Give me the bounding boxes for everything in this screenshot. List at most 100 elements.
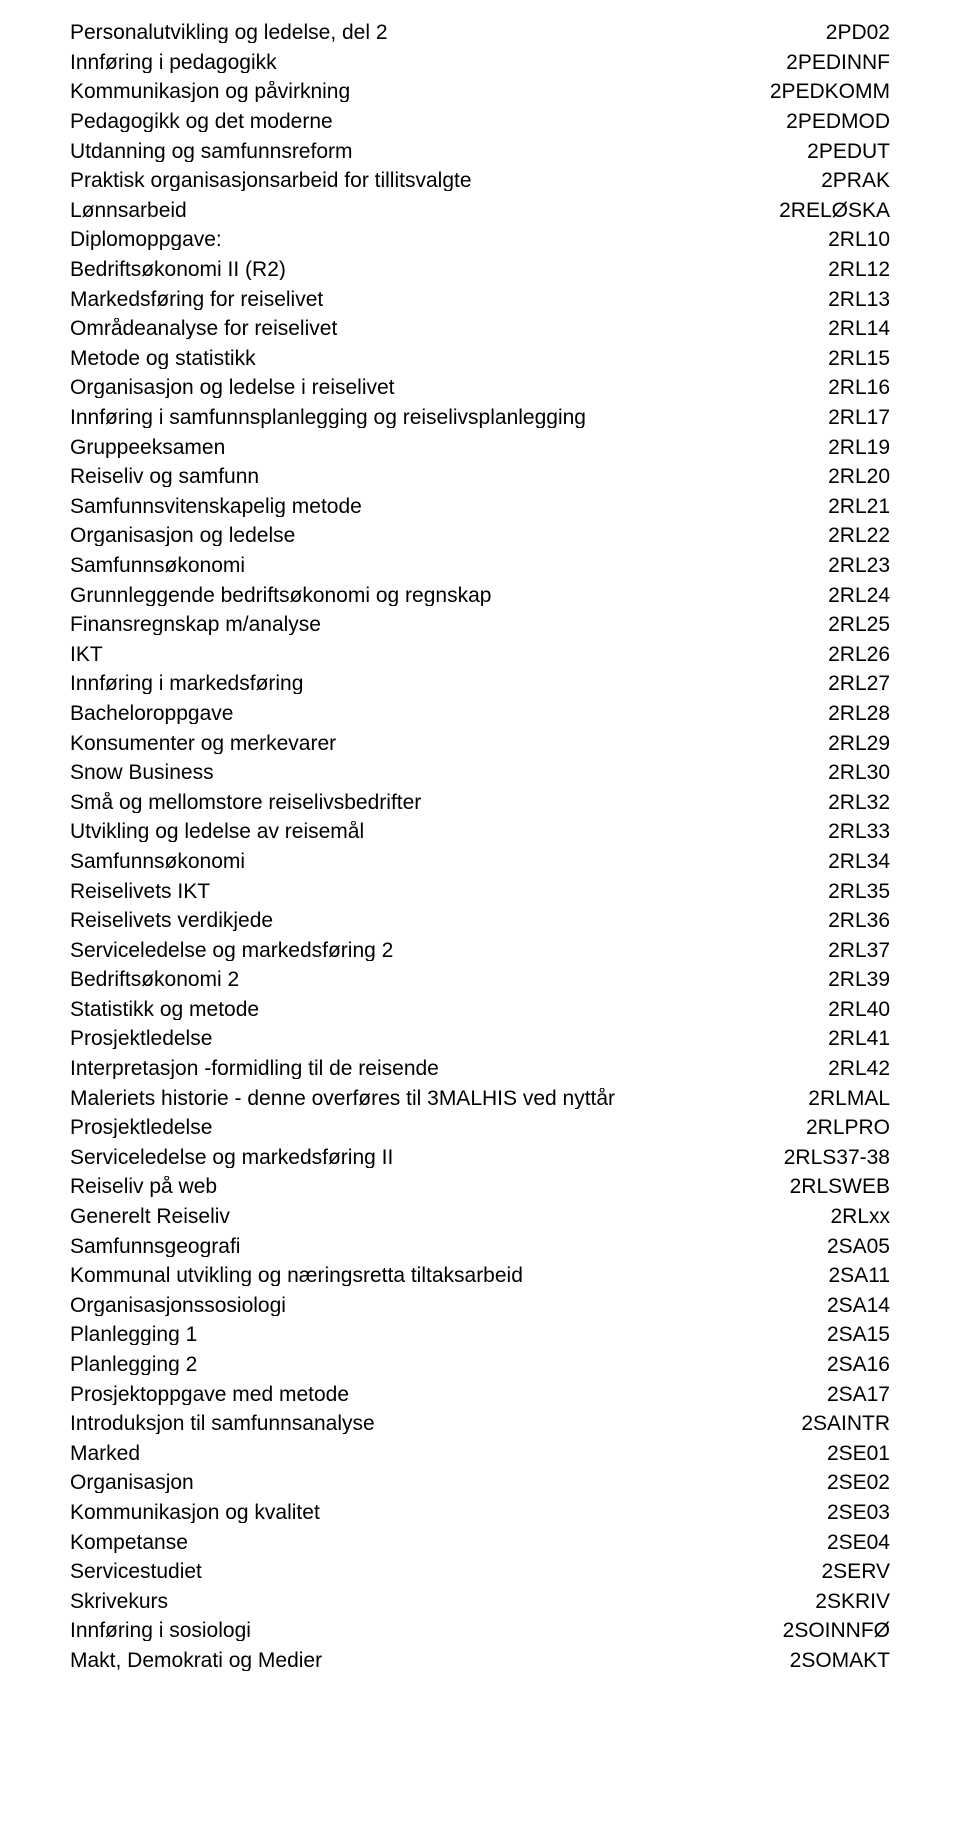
- course-row: Gruppeeksamen 2RL19: [70, 432, 890, 462]
- course-code: 2RL19: [816, 437, 890, 458]
- course-row: Små og mellomstore reiselivsbedrifter 2RL…: [70, 787, 890, 817]
- course-name: Lønnsarbeid: [70, 200, 187, 221]
- course-name: Organisasjon: [70, 1472, 194, 1493]
- course-name: Innføring i sosiologi: [70, 1620, 251, 1641]
- course-name: Samfunnsøkonomi: [70, 851, 245, 872]
- course-row: Finansregnskap m/analyse 2RL25: [70, 610, 890, 640]
- course-row: Planlegging 22SA16: [70, 1350, 890, 1380]
- course-code: 2SE02: [815, 1472, 890, 1493]
- course-name: Finansregnskap m/analyse: [70, 614, 321, 635]
- course-row: Pedagogikk og det moderne2PEDMOD: [70, 107, 890, 137]
- course-name: Samfunnsøkonomi: [70, 555, 245, 576]
- course-name: Praktisk organisasjonsarbeid for tillits…: [70, 170, 472, 191]
- course-row: Servicestudiet2SERV: [70, 1557, 890, 1587]
- course-code: 2RL17: [816, 407, 890, 428]
- course-code: 2SA16: [815, 1354, 890, 1375]
- course-code: 2RL33: [816, 821, 890, 842]
- course-name: Generelt Reiseliv: [70, 1206, 230, 1227]
- course-name: Reiselivets IKT: [70, 881, 210, 902]
- course-row: Prosjektledelse2RLPRO: [70, 1113, 890, 1143]
- course-code: 2PEDMOD: [774, 111, 890, 132]
- course-code: 2SA15: [815, 1324, 890, 1345]
- course-name: Skrivekurs: [70, 1591, 168, 1612]
- course-name: Reiseliv og samfunn: [70, 466, 259, 487]
- course-code: 2RLPRO: [794, 1117, 890, 1138]
- course-name: Diplomoppgave:: [70, 229, 222, 250]
- course-code: 2RL41: [816, 1028, 890, 1049]
- course-code: 2RL23: [816, 555, 890, 576]
- course-name: Samfunnsgeografi: [70, 1236, 240, 1257]
- course-code: 2SE04: [815, 1532, 890, 1553]
- course-name: Serviceledelse og markedsføring 2: [70, 940, 393, 961]
- course-code: 2RL16: [816, 377, 890, 398]
- course-code: 2RL21: [816, 496, 890, 517]
- course-name: Utvikling og ledelse av reisemål: [70, 821, 364, 842]
- course-code: 2PEDKOMM: [758, 81, 890, 102]
- course-row: Samfunnsøkonomi 2RL34: [70, 847, 890, 877]
- course-row: Utdanning og samfunnsreform2PEDUT: [70, 136, 890, 166]
- course-code: 2SERV: [810, 1561, 891, 1582]
- course-row: Områdeanalyse for reiselivet2RL14: [70, 314, 890, 344]
- course-code: 2RL42: [816, 1058, 890, 1079]
- course-code: 2PEDUT: [795, 141, 890, 162]
- course-name: Kommunikasjon og kvalitet: [70, 1502, 320, 1523]
- course-name: Gruppeeksamen: [70, 437, 225, 458]
- course-name: Markedsføring for reiselivet: [70, 289, 323, 310]
- course-name: Serviceledelse og markedsføring II: [70, 1147, 393, 1168]
- course-name: Innføring i pedagogikk: [70, 52, 277, 73]
- course-code: 2RL27: [816, 673, 890, 694]
- course-code: 2RLxx: [818, 1206, 890, 1227]
- course-name: Bedriftsøkonomi 2: [70, 969, 239, 990]
- course-row: Utvikling og ledelse av reisemål 2RL33: [70, 817, 890, 847]
- course-name: Små og mellomstore reiselivsbedrifter: [70, 792, 421, 813]
- course-row: Kompetanse2SE04: [70, 1527, 890, 1557]
- course-row: Planlegging 1 2SA15: [70, 1320, 890, 1350]
- course-row: Reiseliv på web2RLSWEB: [70, 1172, 890, 1202]
- course-row: Organisasjon og ledelse i reiselivet2RL1…: [70, 373, 890, 403]
- course-row: Maleriets historie - denne overføres til…: [70, 1083, 890, 1113]
- course-code: 2RL29: [816, 733, 890, 754]
- course-name: Planlegging 1: [70, 1324, 197, 1345]
- course-code: 2SA11: [817, 1265, 891, 1286]
- course-code: 2SOMAKT: [778, 1650, 890, 1671]
- course-code: 2SKRIV: [803, 1591, 890, 1612]
- course-code: 2RL34: [816, 851, 890, 872]
- course-list: Personalutvikling og ledelse, del 22PD02…: [70, 18, 890, 1675]
- course-code: 2PEDINNF: [774, 52, 890, 73]
- course-code: 2SE01: [815, 1443, 890, 1464]
- course-code: 2RL26: [816, 644, 890, 665]
- course-row: Reiselivets verdikjede2RL36: [70, 906, 890, 936]
- course-name: Organisasjon og ledelse: [70, 525, 295, 546]
- course-row: Organisasjon 2SE02: [70, 1468, 890, 1498]
- course-code: 2PRAK: [809, 170, 890, 191]
- course-row: Innføring i samfunnsplanlegging og reise…: [70, 403, 890, 433]
- course-row: Statistikk og metode2RL40: [70, 995, 890, 1025]
- course-code: 2RL36: [816, 910, 890, 931]
- course-code: 2RL40: [816, 999, 890, 1020]
- course-row: Serviceledelse og markedsføring II2RLS37…: [70, 1143, 890, 1173]
- course-code: 2RL20: [816, 466, 890, 487]
- course-code: 2RL25: [816, 614, 890, 635]
- course-code: 2RL12: [816, 259, 890, 280]
- course-row: Skrivekurs 2SKRIV: [70, 1586, 890, 1616]
- course-name: Metode og statistikk: [70, 348, 256, 369]
- course-name: Prosjektledelse: [70, 1028, 212, 1049]
- course-row: Interpretasjon -formidling til de reisen…: [70, 1054, 890, 1084]
- course-name: Grunnleggende bedriftsøkonomi og regnska…: [70, 585, 491, 606]
- course-code: 2RLSWEB: [778, 1176, 890, 1197]
- course-code: 2RL24: [816, 585, 890, 606]
- course-name: Konsumenter og merkevarer: [70, 733, 336, 754]
- course-name: Interpretasjon -formidling til de reisen…: [70, 1058, 439, 1079]
- course-name: Marked: [70, 1443, 140, 1464]
- course-code: 2RL39: [816, 969, 890, 990]
- course-row: Reiseliv og samfunn 2RL20: [70, 462, 890, 492]
- course-code: 2RL10: [816, 229, 890, 250]
- course-code: 2RL32: [816, 792, 890, 813]
- course-name: Samfunnsvitenskapelig metode: [70, 496, 362, 517]
- course-row: Generelt Reiseliv 2RLxx: [70, 1202, 890, 1232]
- course-row: Innføring i sosiologi2SOINNFØ: [70, 1616, 890, 1646]
- course-code: 2RL14: [816, 318, 890, 339]
- course-name: Innføring i markedsføring: [70, 673, 303, 694]
- course-code: 2RL35: [816, 881, 890, 902]
- course-name: Maleriets historie - denne overføres til…: [70, 1088, 615, 1109]
